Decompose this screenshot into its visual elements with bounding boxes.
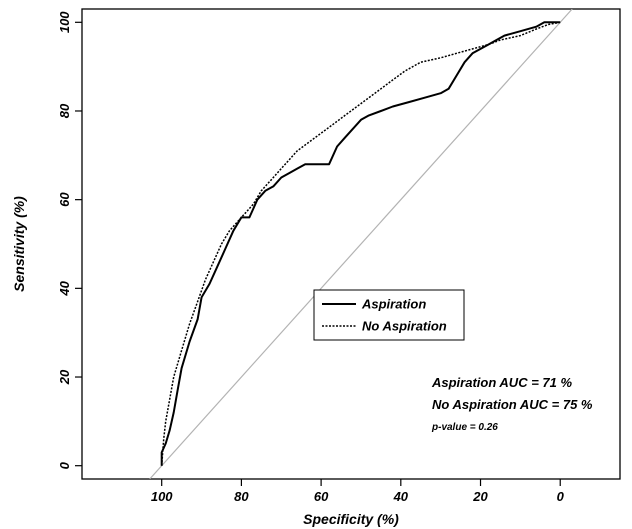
reference-diagonal-line [149,9,573,479]
x-tick-label: 0 [557,489,565,504]
x-tick-label: 20 [472,489,488,504]
y-tick-label: 0 [57,461,72,469]
auc-no-aspiration-annotation: No Aspiration AUC = 75 % [432,397,593,412]
x-tick-label: 80 [234,489,249,504]
x-tick-label: 100 [151,489,173,504]
legend-box [313,289,465,341]
y-tick-label: 100 [57,11,72,33]
y-tick-label: 40 [57,280,72,296]
y-tick-label: 80 [57,103,72,118]
legend-label-no-aspiration: No Aspiration [362,319,447,334]
y-tick-label: 60 [57,192,72,207]
x-tick-label: 40 [393,489,409,504]
auc-aspiration-annotation: Aspiration AUC = 71 % [431,375,572,390]
y-tick-label: 20 [57,369,72,385]
series-line-aspiration [160,21,561,466]
p-value-annotation: p-value = 0.26 [431,422,498,433]
x-axis-title: Specificity (%) [303,511,399,527]
legend-label-aspiration: Aspiration [361,297,426,312]
x-tick-label: 60 [314,489,329,504]
series-line-no-aspiration [160,21,561,466]
y-axis-title: Sensitivity (%) [11,196,27,292]
plot-frame [81,8,621,480]
